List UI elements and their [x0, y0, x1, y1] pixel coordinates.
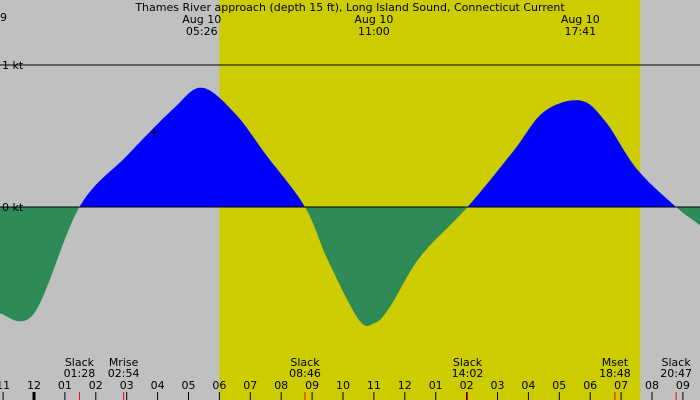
- event-time-label: 08:46: [289, 367, 321, 380]
- hour-tick-label: 02: [89, 379, 103, 392]
- hour-tick-label: 06: [583, 379, 597, 392]
- hour-tick-label: 12: [398, 379, 412, 392]
- event-name-label: Slack: [65, 356, 95, 369]
- y-tick-label: 0 kt: [2, 201, 24, 214]
- y-axis-labels: 1 kt 0 kt: [2, 59, 24, 214]
- plus-marker: +: [150, 126, 159, 139]
- hour-tick-label: 11: [0, 379, 10, 392]
- hour-tick-label: 09: [676, 379, 690, 392]
- hour-tick-label: 06: [212, 379, 226, 392]
- hour-tick-label: 08: [645, 379, 659, 392]
- top-date-label: Aug 10: [354, 13, 393, 26]
- hour-tick-label: 10: [336, 379, 350, 392]
- event-time-label: 14:02: [452, 367, 484, 380]
- top-date-label: Aug 10: [182, 13, 221, 26]
- event-name-label: Slack: [290, 356, 320, 369]
- gridlines: [0, 64, 700, 208]
- hour-tick-label: 01: [58, 379, 72, 392]
- hour-tick-label: 02: [460, 379, 474, 392]
- flood-current-area: [0, 87, 700, 207]
- event-time-label: 01:28: [64, 367, 96, 380]
- event-time-label: 02:54: [108, 367, 140, 380]
- event-time-label: 18:48: [599, 367, 631, 380]
- current-areas: [0, 87, 700, 326]
- hour-tick-label: 05: [182, 379, 196, 392]
- hour-tick-label: 01: [429, 379, 443, 392]
- bottom-event-labels: Slack01:28Mrise02:54Slack08:46Slack14:02…: [64, 356, 692, 380]
- top-time-label: 11:00: [358, 25, 390, 38]
- ebb-current-area: [0, 207, 700, 326]
- hour-tick-label: 05: [552, 379, 566, 392]
- hour-tick-label: 04: [521, 379, 535, 392]
- markers: +: [150, 126, 159, 139]
- event-name-label: Slack: [453, 356, 483, 369]
- hour-tick-label: 03: [491, 379, 505, 392]
- event-name-label: Mset: [602, 356, 629, 369]
- hour-tick-label: 07: [614, 379, 628, 392]
- hour-tick-label: 12: [27, 379, 41, 392]
- hour-tick-label: 04: [151, 379, 165, 392]
- event-name-label: Slack: [662, 356, 692, 369]
- top-time-label: 17:41: [564, 25, 596, 38]
- top-time-label: 05:26: [186, 25, 218, 38]
- event-time-label: 20:47: [660, 367, 692, 380]
- hour-tick-label: 11: [367, 379, 381, 392]
- event-name-label: Mrise: [109, 356, 139, 369]
- chart-title: Thames River approach (depth 15 ft), Lon…: [134, 1, 565, 14]
- hour-tick-label: 07: [243, 379, 257, 392]
- hour-tick-label: 03: [120, 379, 134, 392]
- top-date-label: Aug 10: [561, 13, 600, 26]
- hour-tick-label: 09: [305, 379, 319, 392]
- hour-axis: 11 12 01 02 03 04 05 06 07 08 09 10 11 12 01 02 03 04 05 06…: [0, 379, 690, 400]
- y-tick-label: 1 kt: [2, 59, 24, 72]
- hour-tick-label: 08: [274, 379, 288, 392]
- top-edge-label: 9: [0, 11, 7, 24]
